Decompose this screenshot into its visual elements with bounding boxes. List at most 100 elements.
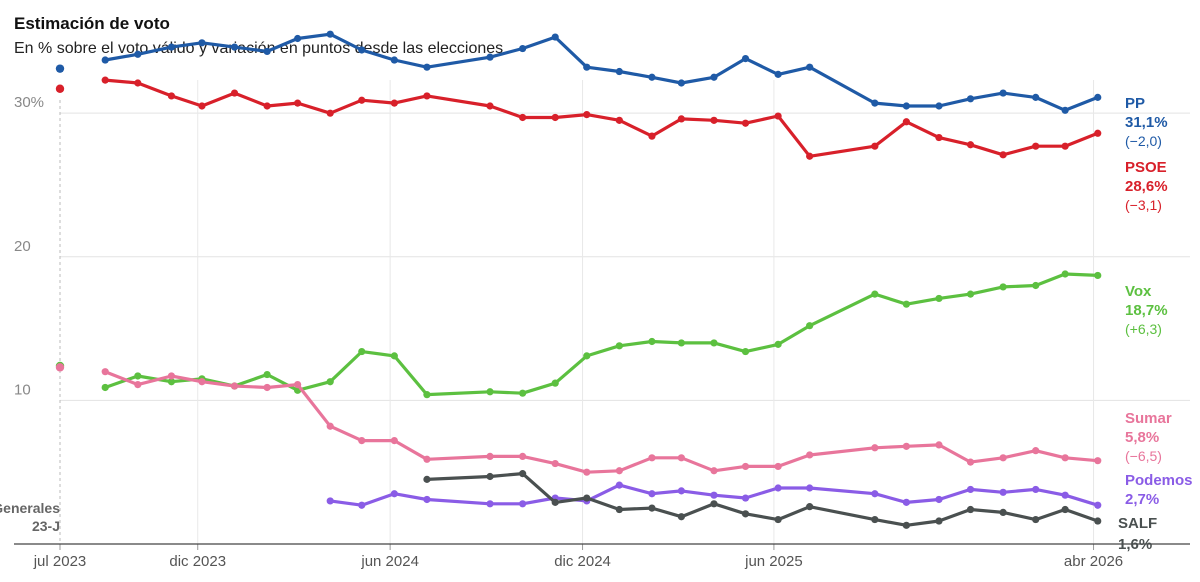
point-sumar-1: [101, 368, 109, 376]
point-vox-2: [134, 372, 142, 380]
point-vox-21: [774, 340, 782, 348]
series-change-label-psoe: (−3,1): [1125, 197, 1162, 213]
series-layer: [55, 30, 1102, 529]
point-pp-25: [935, 102, 943, 110]
point-pp-26: [966, 95, 975, 103]
point-psoe-20: [741, 119, 750, 127]
point-pp-17: [648, 73, 656, 81]
point-vox-12: [486, 388, 494, 396]
point-vox-18: [677, 339, 685, 347]
point-podemos-11: [677, 487, 685, 495]
point-pp-6: [263, 47, 271, 56]
y-tick-label-20: 20: [14, 238, 31, 255]
series-name-label-pp: PP: [1125, 95, 1145, 112]
x-tick-label-abr-2026: abr 2026: [1064, 553, 1123, 570]
series-value-label-sumar: 5,8%: [1125, 429, 1159, 446]
series-name-label-podemos: Podemos: [1125, 472, 1193, 489]
series-value-label-podemos: 2,7%: [1125, 491, 1159, 508]
point-psoe-5: [230, 89, 239, 97]
point-pp-9: [358, 46, 366, 54]
point-pp-20: [741, 54, 750, 63]
point-sumar-25: [935, 441, 943, 449]
point-vox-3: [167, 378, 176, 386]
point-podemos-15: [806, 484, 814, 492]
point-pp-24: [902, 102, 910, 110]
point-pp-16: [615, 67, 623, 76]
point-psoe-8: [326, 109, 334, 117]
point-psoe-10: [390, 99, 398, 107]
point-salf-19: [1061, 505, 1069, 514]
point-psoe-2: [134, 79, 142, 87]
point-sumar-16: [615, 467, 623, 475]
point-salf-14: [902, 521, 910, 529]
point-podemos-22: [1061, 491, 1069, 499]
point-psoe-18: [677, 115, 685, 123]
point-sumar-6: [263, 383, 271, 392]
point-salf-17: [999, 508, 1007, 517]
point-psoe-28: [1032, 142, 1040, 150]
point-sumar-5: [230, 382, 239, 390]
point-sumar-22: [806, 451, 814, 459]
point-psoe-19: [710, 116, 718, 124]
point-psoe-21: [774, 112, 782, 120]
series-value-label-vox: 18,7%: [1125, 302, 1168, 319]
series-name-label-sumar: Sumar: [1125, 410, 1172, 427]
point-sumar-17: [648, 454, 656, 462]
point-pp-7: [294, 34, 302, 43]
series-value-label-pp: 31,1%: [1125, 114, 1168, 131]
point-pp-19: [710, 73, 718, 81]
x-tick-label-jun-2024: jun 2024: [360, 553, 419, 570]
point-sumar-4: [198, 378, 206, 386]
point-vox-29: [1061, 270, 1069, 278]
series-line-pp: [103, 32, 1100, 112]
point-psoe-11: [423, 92, 431, 100]
point-sumar-8: [326, 422, 334, 430]
point-psoe-6: [263, 102, 271, 110]
point-podemos-2: [358, 501, 366, 509]
point-podemos-13: [741, 494, 750, 502]
point-podemos-10: [648, 490, 656, 498]
election-point-psoe: [55, 84, 65, 93]
series-line-salf: [425, 472, 1100, 527]
election-marker-label-1: Generales: [0, 500, 60, 516]
point-psoe-26: [966, 141, 975, 149]
point-podemos-1: [326, 497, 334, 505]
point-salf-13: [871, 515, 879, 524]
point-sumar-13: [519, 452, 527, 460]
point-podemos-5: [486, 500, 494, 508]
point-vox-1: [101, 383, 109, 392]
point-psoe-24: [902, 118, 910, 126]
point-salf-20: [1094, 517, 1102, 525]
point-salf-12: [806, 503, 814, 511]
point-psoe-22: [806, 152, 814, 160]
point-salf-15: [935, 517, 943, 525]
series-name-label-psoe: PSOE: [1125, 159, 1167, 176]
point-salf-7: [648, 504, 656, 512]
point-psoe-23: [871, 142, 879, 150]
point-salf-2: [486, 472, 494, 481]
series-change-label-sumar: (−6,5): [1125, 448, 1162, 464]
point-sumar-9: [358, 437, 366, 445]
point-sumar-11: [423, 455, 431, 463]
point-psoe-7: [294, 99, 302, 107]
x-tick-label-jun-2025: jun 2025: [744, 553, 803, 570]
point-sumar-27: [999, 454, 1007, 462]
series-line-sumar: [103, 370, 1100, 474]
point-podemos-14: [774, 484, 782, 492]
point-salf-11: [774, 515, 782, 524]
point-vox-11: [423, 391, 431, 399]
point-salf-10: [741, 510, 750, 518]
point-pp-3: [167, 43, 176, 51]
point-salf-5: [583, 494, 591, 502]
point-pp-27: [999, 89, 1007, 97]
point-psoe-15: [583, 111, 591, 119]
point-salf-8: [677, 513, 685, 521]
point-vox-27: [999, 283, 1007, 291]
point-salf-6: [615, 505, 623, 514]
point-psoe-3: [167, 92, 176, 100]
point-sumar-18: [677, 454, 685, 462]
series-value-label-salf: 1,6%: [1118, 536, 1152, 553]
point-vox-13: [519, 389, 527, 397]
point-sumar-29: [1061, 454, 1069, 462]
point-podemos-12: [710, 491, 718, 499]
